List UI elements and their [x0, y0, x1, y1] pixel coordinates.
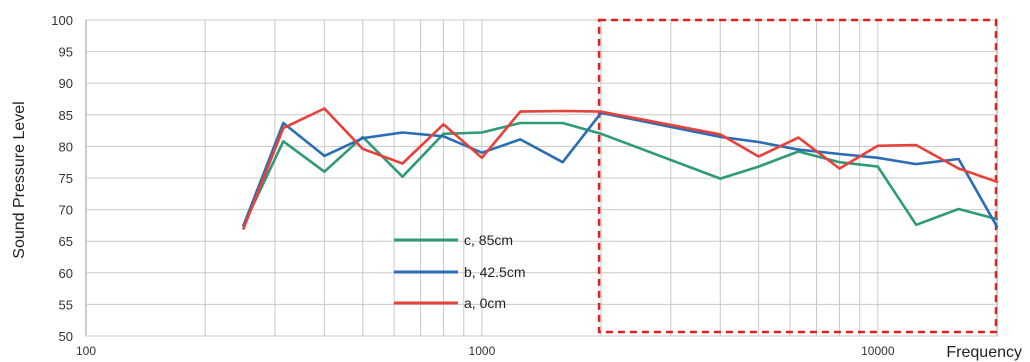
- y-tick-label: 60: [59, 266, 73, 281]
- y-tick-label: 100: [51, 13, 73, 28]
- grid: [86, 19, 997, 337]
- x-tick-labels: 100 1000 10000: [76, 344, 895, 358]
- y-tick-label: 75: [59, 171, 73, 186]
- legend-label: c, 85cm: [464, 232, 513, 248]
- x-tick-label: 100: [76, 344, 96, 358]
- x-axis-label: Frequency: [946, 344, 1022, 361]
- y-tick-label: 55: [59, 297, 73, 312]
- y-tick-label: 95: [59, 45, 73, 60]
- y-tick-label: 65: [59, 234, 73, 249]
- y-tick-label: 85: [59, 108, 73, 123]
- x-tick-label: 10000: [861, 344, 895, 358]
- y-tick-label: 80: [59, 139, 73, 154]
- series-line-2: [242, 107, 999, 230]
- y-tick-label: 50: [59, 329, 73, 344]
- legend-label: b, 42.5cm: [464, 264, 525, 280]
- highlight-region-box: [597, 18, 998, 334]
- y-tick-label: 90: [59, 76, 73, 91]
- legend: c, 85cm b, 42.5cm a, 0cm: [394, 232, 525, 311]
- y-tick-label: 70: [59, 203, 73, 218]
- legend-label: a, 0cm: [464, 295, 506, 311]
- series-lines: [242, 107, 999, 230]
- y-axis-label: Sound Pressure Level: [11, 101, 28, 258]
- x-tick-label: 1000: [469, 344, 496, 358]
- y-tick-labels: 50 55 60 65 70 75 80 85 90 95 100: [51, 13, 73, 344]
